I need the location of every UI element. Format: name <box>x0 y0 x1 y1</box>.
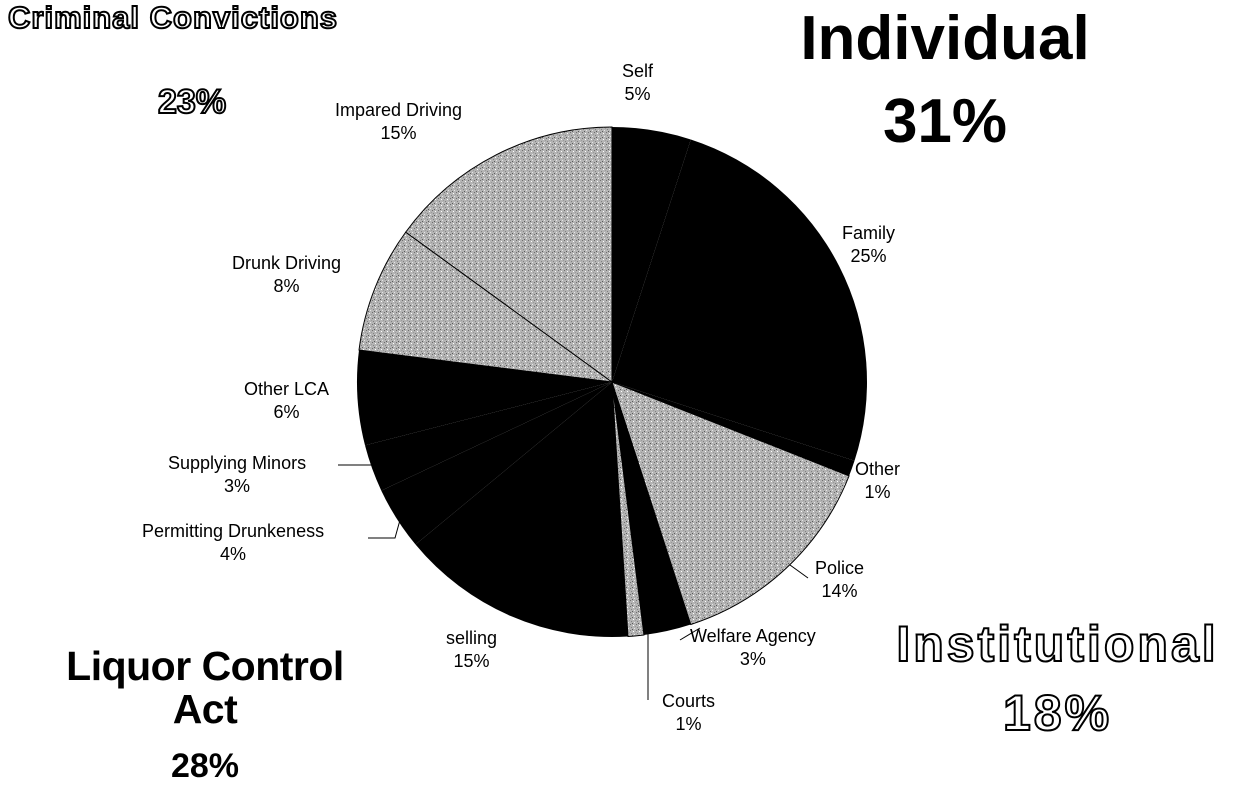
group-title-institutional: Institutional <box>895 616 1219 672</box>
leader-line <box>789 564 809 579</box>
slice-label-drunk-driving: Drunk Driving 8% <box>232 252 341 297</box>
slice-label-supplying-minors: Supplying Minors 3% <box>168 452 306 497</box>
slice-label-family: Family 25% <box>842 222 895 267</box>
pie-slice-welfare-agency <box>612 382 691 635</box>
slice-label-permitting-drunkeness: Permitting Drunkeness 4% <box>142 520 324 565</box>
group-title-individual: Individual <box>800 4 1090 73</box>
slice-label-impared-driving: Impared Driving 15% <box>335 99 462 144</box>
slice-label-other: Other 1% <box>855 458 900 503</box>
slice-name: Police <box>815 558 865 578</box>
slice-label-courts: Courts 1% <box>662 690 715 735</box>
slice-percent: 15% <box>453 650 490 671</box>
group-label-liquor-control-act: Liquor Control Act 28% <box>30 643 380 785</box>
slice-name: selling <box>446 628 498 648</box>
slice-percent: 4% <box>220 543 247 564</box>
group-percent-individual: 31% <box>882 87 1008 157</box>
slice-percent: 14% <box>821 580 858 601</box>
pie-chart-figure: Criminal Convictions 23% Individual 31% … <box>7 0 1240 783</box>
leader-line <box>679 627 701 641</box>
leader-line <box>368 519 401 539</box>
group-percent-criminal-convictions: 23% <box>157 82 227 121</box>
group-label-criminal-convictions: Criminal Convictions 23% <box>7 0 388 121</box>
group-label-individual: Individual 31% <box>765 6 1125 154</box>
slice-name: Impared Driving <box>335 100 463 120</box>
slice-percent: 1% <box>675 713 702 734</box>
slice-percent: 5% <box>624 83 651 104</box>
pie-slice-supplying-minors <box>365 382 612 491</box>
slice-name: Drunk Driving <box>232 253 342 273</box>
pie-slice-drunk-driving <box>358 231 613 383</box>
pie-slice-selling <box>415 382 629 637</box>
slice-percent: 3% <box>739 648 766 669</box>
group-label-institutional: Institutional 18% <box>875 616 1240 741</box>
pie-slice-permitting-drunkeness <box>381 382 612 545</box>
pie-chart <box>338 126 868 700</box>
slice-name: Supplying Minors <box>168 453 307 473</box>
slice-name: Welfare Agency <box>690 626 816 646</box>
slice-percent: 1% <box>864 481 891 502</box>
slice-label-self: Self 5% <box>622 60 653 105</box>
slice-label-other-lca: Other LCA 6% <box>244 378 329 423</box>
group-title-liquor-control-act: Liquor Control Act <box>66 643 344 733</box>
pie-slice-impared-driving <box>405 126 613 383</box>
slice-label-welfare-agency: Welfare Agency 3% <box>690 625 816 670</box>
group-percent-institutional: 18% <box>1002 684 1113 741</box>
pie-slice-courts <box>611 381 645 638</box>
slice-percent: 6% <box>273 401 300 422</box>
slice-name: Family <box>842 223 895 243</box>
slice-percent: 15% <box>380 122 417 143</box>
pie-slice-police <box>611 381 850 626</box>
slice-label-selling: selling 15% <box>446 627 497 672</box>
slice-name: Courts <box>662 691 716 711</box>
pie-slice-family <box>612 139 868 461</box>
group-percent-liquor-control-act: 28% <box>170 747 240 785</box>
pie-slice-other-lca <box>357 350 612 446</box>
slice-name: Other <box>855 459 901 479</box>
slice-percent: 8% <box>273 275 300 296</box>
slice-percent: 25% <box>850 245 887 266</box>
slice-name: Self <box>622 61 654 81</box>
slice-name: Permitting Drunkeness <box>142 521 325 541</box>
pie-slice-self <box>612 127 691 382</box>
slice-name: Other LCA <box>244 379 330 399</box>
group-title-criminal-convictions: Criminal Convictions <box>7 0 339 35</box>
slice-percent: 3% <box>224 475 251 496</box>
slice-label-police: Police 14% <box>815 557 864 602</box>
